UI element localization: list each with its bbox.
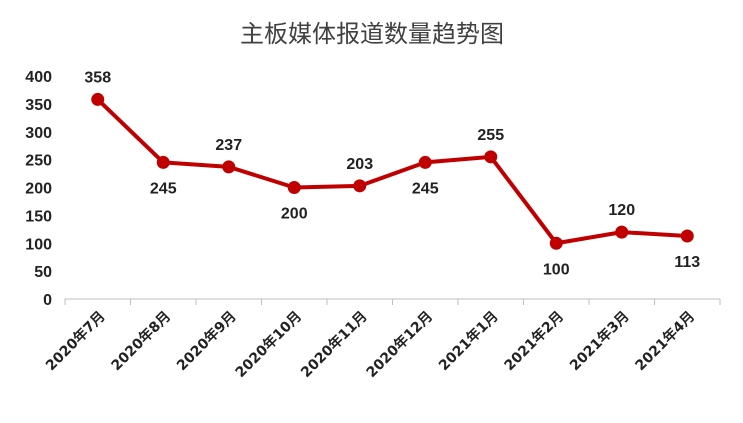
y-tick-label: 300 <box>25 125 52 142</box>
x-tick-label: 2020年9月 <box>173 308 239 374</box>
y-axis: 0 50 100 150 200 250 300 350 400 <box>25 69 52 309</box>
data-label: 200 <box>281 206 308 223</box>
x-tick-label: 2021年3月 <box>566 308 632 374</box>
data-point <box>484 150 498 164</box>
data-point <box>418 155 432 169</box>
x-tick-label: 2020年7月 <box>42 308 108 374</box>
series-line <box>95 97 690 246</box>
data-point <box>615 225 629 239</box>
data-point <box>287 181 301 194</box>
x-tick-label: 2020年8月 <box>108 308 174 374</box>
data-label: 120 <box>608 202 635 219</box>
data-label: 245 <box>150 180 177 197</box>
data-point <box>91 92 105 106</box>
x-tick-label: 2020年12月 <box>363 308 436 381</box>
series-layer <box>91 92 694 250</box>
data-labels: 358 245 237 200 203 245 255 100 120 113 <box>84 69 700 278</box>
data-label: 255 <box>477 127 504 144</box>
x-tick-label: 2021年2月 <box>501 308 567 374</box>
x-tick-label: 2020年10月 <box>232 308 305 381</box>
data-label: 245 <box>412 180 439 197</box>
data-label: 100 <box>543 261 570 278</box>
y-tick-label: 100 <box>25 236 52 253</box>
data-label: 358 <box>84 69 111 86</box>
y-tick-label: 150 <box>25 208 52 225</box>
x-tick-label: 2021年4月 <box>632 308 698 374</box>
data-point <box>680 229 694 243</box>
data-point <box>549 236 563 250</box>
data-label: 203 <box>346 156 373 173</box>
data-point <box>156 155 170 169</box>
data-point <box>222 160 236 174</box>
x-tick-label: 2020年11月 <box>297 308 370 381</box>
data-label: 237 <box>215 137 242 154</box>
y-tick-label: 350 <box>25 97 52 114</box>
y-tick-label: 250 <box>25 153 52 170</box>
y-tick-label: 400 <box>25 69 52 86</box>
data-label: 113 <box>674 254 700 271</box>
x-tick-label: 2021年1月 <box>435 308 501 374</box>
y-tick-label: 200 <box>25 181 52 198</box>
x-axis: 2020年7月 2020年8月 2020年9月2020年10月2020年11月202… <box>42 298 721 381</box>
y-tick-label: 50 <box>34 264 52 281</box>
y-tick-label: 0 <box>43 292 52 309</box>
data-point <box>353 179 367 193</box>
chart-title: 主板媒体报道数量趋势图 <box>240 20 504 48</box>
